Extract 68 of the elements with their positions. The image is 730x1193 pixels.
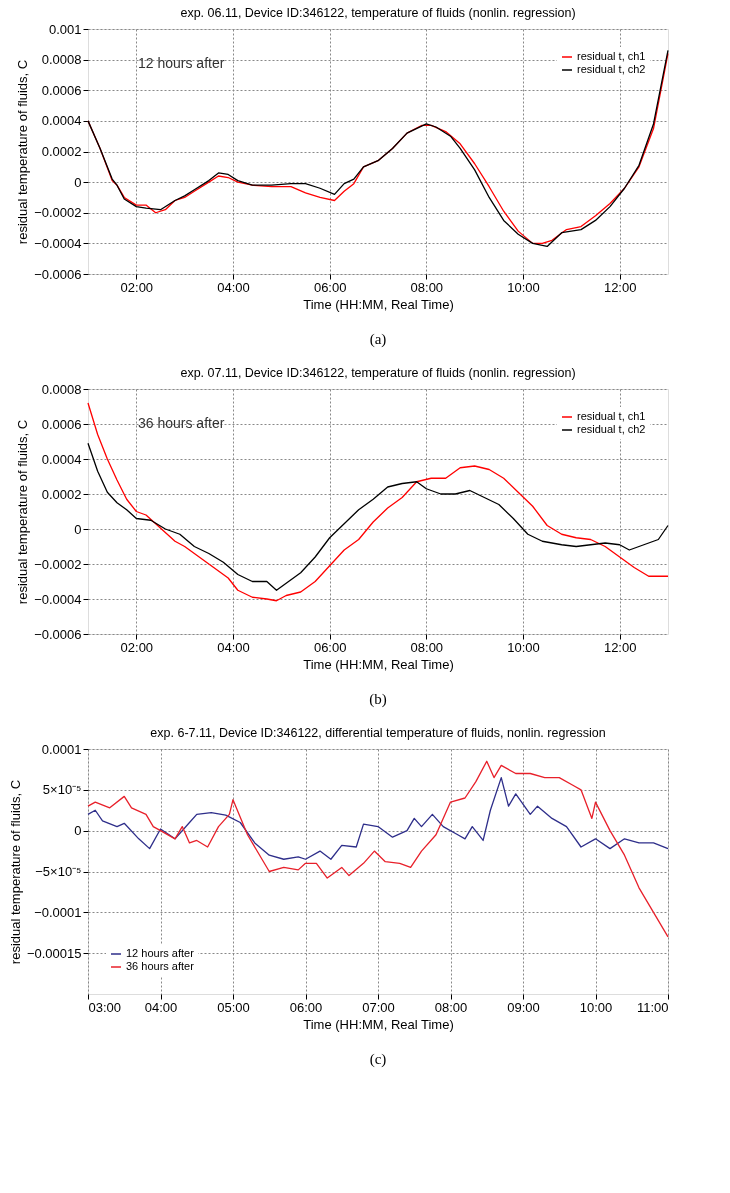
- y-tick-label: 0.0002: [41, 486, 82, 502]
- x-tick-label: 11:00: [636, 999, 669, 1015]
- y-tick-label: 0: [74, 823, 82, 839]
- y-tick-label: 0.0004: [41, 113, 82, 129]
- y-tick-label: 0.0004: [41, 451, 82, 467]
- y-axis-title: residual temperature of fluids, C: [15, 59, 31, 245]
- y-tick-label: −5×10⁻⁵: [35, 864, 82, 879]
- y-tick-label: −0.0002: [34, 205, 82, 221]
- x-tick-label: 10:00: [579, 999, 613, 1015]
- y-tick-label: 0: [74, 174, 82, 190]
- y-tick-label: −0.00015: [26, 945, 82, 961]
- x-tick-label: 08:00: [434, 999, 468, 1015]
- y-tick-label: −0.0002: [34, 556, 82, 572]
- y-tick-label: −0.0006: [34, 626, 82, 642]
- y-tick-label: 0.001: [48, 21, 82, 37]
- x-tick-label: 12:00: [603, 639, 637, 655]
- x-tick-label: 07:00: [362, 999, 395, 1015]
- legend-label: 36 hours after: [126, 960, 195, 972]
- y-tick-label: −0.0004: [34, 591, 82, 607]
- line-series: [87, 402, 669, 602]
- annotation: 36 hours after: [138, 415, 225, 431]
- text: (c): [369, 1051, 387, 1068]
- legend-label: residual t, ch2: [577, 63, 646, 75]
- legend-label: residual t, ch1: [577, 410, 646, 422]
- y-axis-title: residual temperature of fluids, C: [7, 779, 23, 965]
- x-tick-label: 08:00: [410, 279, 444, 295]
- line-series: [87, 442, 669, 591]
- line-series: [87, 760, 669, 938]
- x-tick-label: 09:00: [507, 999, 540, 1015]
- legend-label: 12 hours after: [126, 947, 195, 959]
- y-tick-label: 0.0002: [41, 144, 82, 159]
- x-axis-title: Time (HH:MM, Real Time): [303, 656, 454, 672]
- y-tick-label: 0.0006: [41, 82, 82, 98]
- annotation: 12 hours after: [138, 55, 225, 71]
- x-tick-label: 04:00: [144, 999, 178, 1015]
- chart-title: exp. 6-7.11, Device ID:346122, differential temperature of fluids, nonlin. regression: [150, 725, 606, 740]
- y-tick-label: 0.0006: [41, 416, 82, 432]
- x-tick-label: 04:00: [217, 279, 250, 295]
- x-tick-label: 04:00: [217, 639, 250, 655]
- x-axis-title: Time (HH:MM, Real Time): [303, 1016, 454, 1032]
- x-axis-title: Time (HH:MM, Real Time): [303, 296, 454, 312]
- x-tick-label: 06:00: [289, 999, 323, 1015]
- x-tick-label: 10:00: [507, 639, 540, 655]
- y-tick-label: 0.0001: [41, 741, 82, 757]
- x-tick-label: 06:00: [313, 279, 347, 295]
- x-tick-label: 02:00: [120, 639, 154, 655]
- y-tick-label: −0.0001: [34, 904, 82, 920]
- x-tick-label: 05:00: [217, 999, 250, 1015]
- y-tick-label: −0.0006: [34, 266, 82, 282]
- y-tick-label: 0: [74, 521, 82, 537]
- y-axis-title: residual temperature of fluids, C: [15, 419, 31, 605]
- line-series: [87, 776, 669, 860]
- x-tick-label: 08:00: [410, 639, 444, 655]
- text: (b): [369, 691, 387, 708]
- chart-title: exp. 07.11, Device ID:346122, temperature of fluids (nonlin. regression): [180, 365, 576, 380]
- x-tick-label: 03:00: [88, 999, 122, 1015]
- x-tick-label: 02:00: [120, 279, 154, 295]
- legend-label: residual t, ch2: [577, 423, 646, 435]
- x-tick-label: 10:00: [507, 279, 540, 295]
- y-tick-label: 5×10⁻⁵: [42, 782, 82, 798]
- legend-label: residual t, ch1: [577, 50, 646, 62]
- y-tick-label: −0.0004: [34, 235, 82, 251]
- x-tick-label: 12:00: [603, 279, 637, 295]
- y-tick-label: 0.0008: [41, 52, 82, 68]
- x-tick-label: 06:00: [313, 639, 347, 655]
- text: (a): [369, 331, 387, 348]
- chart-title: exp. 06.11, Device ID:346122, temperature of fluids (nonlin. regression): [180, 5, 576, 20]
- y-tick-label: 0.0008: [41, 381, 82, 397]
